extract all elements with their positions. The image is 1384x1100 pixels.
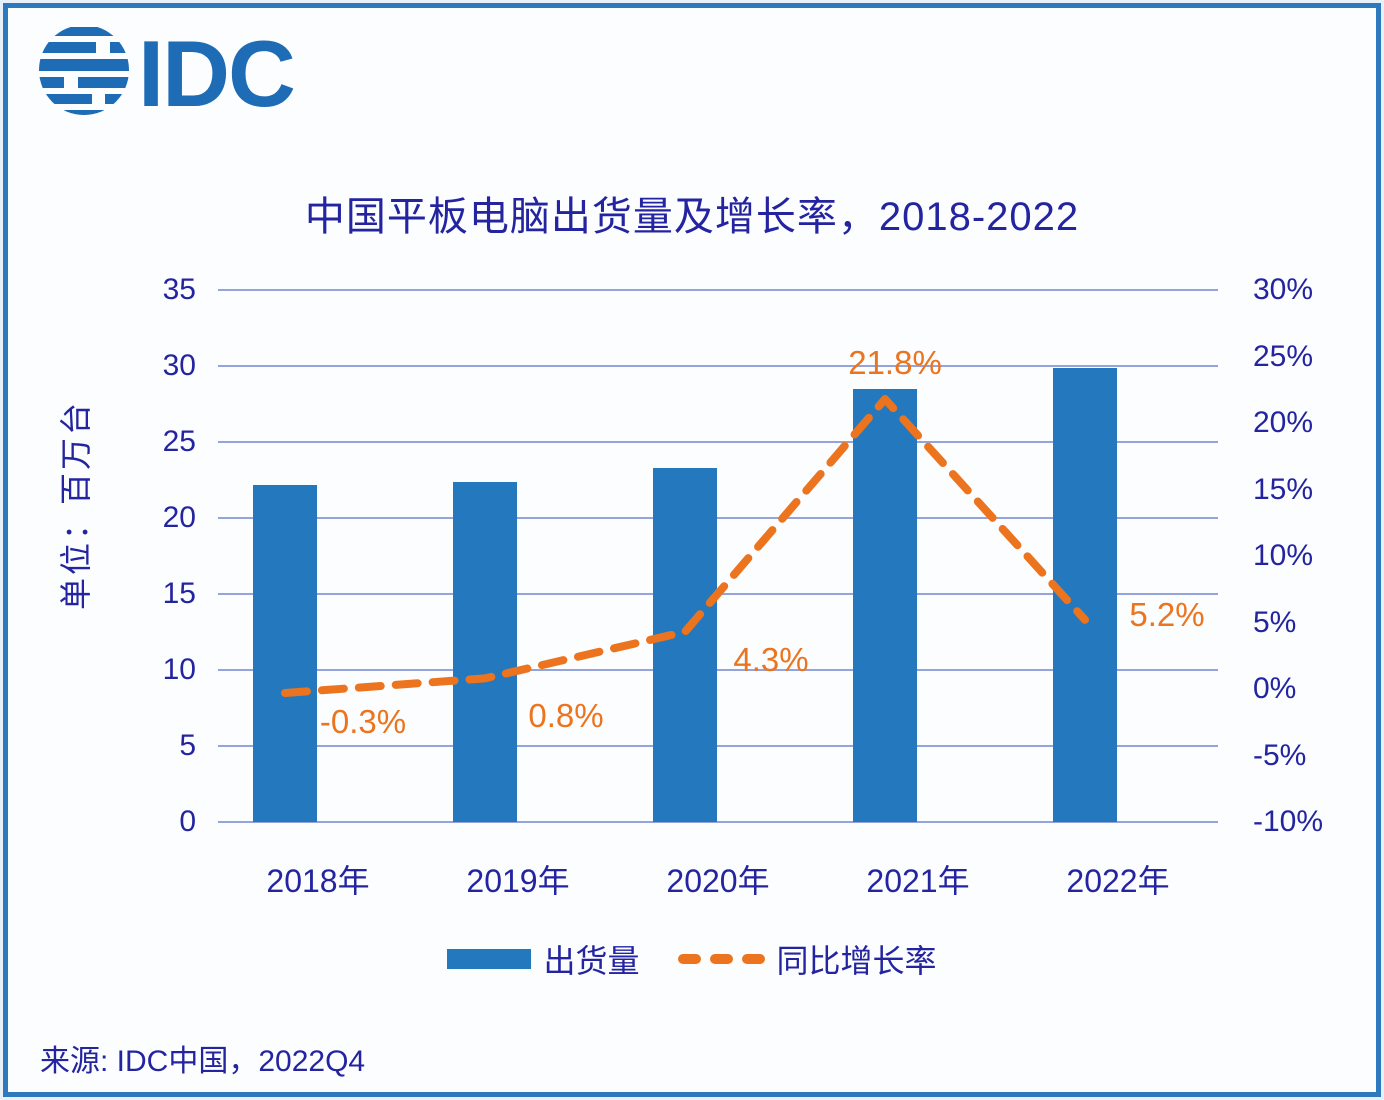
legend-dashed-line-swatch <box>677 954 765 964</box>
right-tick-30%: 30% <box>1253 273 1314 306</box>
legend-label-growth: 同比增长率 <box>776 943 937 979</box>
right-tick--10%: -10% <box>1253 805 1324 838</box>
logo-text: IDC <box>138 21 294 120</box>
growth-label-2019年: 0.8% <box>528 697 604 735</box>
left-tick-5: 5 <box>179 729 196 762</box>
x-label-2018年: 2018年 <box>266 863 370 899</box>
gridline-20 <box>218 517 1218 519</box>
gridline-35 <box>218 289 1218 291</box>
right-tick-5%: 5% <box>1253 605 1297 639</box>
bar-2019年 <box>453 481 517 822</box>
x-label-2022年: 2022年 <box>1066 863 1170 899</box>
growth-label-2018年: -0.3% <box>319 702 407 740</box>
plot-area: -0.3% 0.8% 4.3% 21.8% 5.2% <box>218 289 1218 823</box>
legend-dash-segment <box>741 954 765 964</box>
source-note: 来源: IDC中国，2022Q4 <box>40 1045 366 1078</box>
left-tick-10: 10 <box>162 653 196 686</box>
gridline-25 <box>218 441 1218 443</box>
x-label-2019年: 2019年 <box>466 863 570 899</box>
x-label-2021年: 2021年 <box>866 863 970 899</box>
left-tick-20: 20 <box>162 501 196 534</box>
right-tick-20%: 20% <box>1253 406 1314 439</box>
legend-bar-swatch <box>447 949 532 969</box>
y-axis-title: 单位：百万台 <box>58 399 94 611</box>
growth-label-2022年: 5.2% <box>1129 595 1205 633</box>
legend-dash-segment <box>709 954 733 964</box>
growth-label-2021年: 21.8% <box>848 344 942 382</box>
legend-label-shipments: 出货量 <box>543 943 640 979</box>
bar-2020年 <box>653 467 717 822</box>
gridline-10 <box>218 669 1218 671</box>
bar-2018年 <box>253 484 317 822</box>
left-tick-0: 0 <box>179 805 196 838</box>
gridline-30 <box>218 365 1218 367</box>
right-tick-15%: 15% <box>1253 472 1314 506</box>
x-label-2020年: 2020年 <box>666 863 770 899</box>
left-tick-30: 30 <box>162 349 196 382</box>
legend: 出货量 同比增长率 <box>0 936 1384 982</box>
right-tick-10%: 10% <box>1253 539 1314 572</box>
left-tick-35: 35 <box>162 273 196 306</box>
right-tick-0%: 0% <box>1253 672 1297 705</box>
striped-globe-icon <box>39 27 129 115</box>
gridline-5 <box>218 745 1218 747</box>
left-tick-15: 15 <box>162 577 196 610</box>
growth-line <box>281 395 1089 697</box>
chart-title: 中国平板电脑出货量及增长率，2018-2022 <box>304 195 1080 239</box>
idc-logo: IDC <box>39 21 296 120</box>
legend-dash-segment <box>677 954 701 964</box>
gridline-0 <box>218 821 1218 823</box>
left-tick-25: 25 <box>162 425 196 458</box>
right-tick--5%: -5% <box>1253 738 1307 772</box>
right-tick-25%: 25% <box>1253 339 1314 373</box>
bar-2021年 <box>853 388 917 822</box>
growth-label-2020年: 4.3% <box>733 640 809 678</box>
growth-dashed-line <box>281 395 1089 697</box>
